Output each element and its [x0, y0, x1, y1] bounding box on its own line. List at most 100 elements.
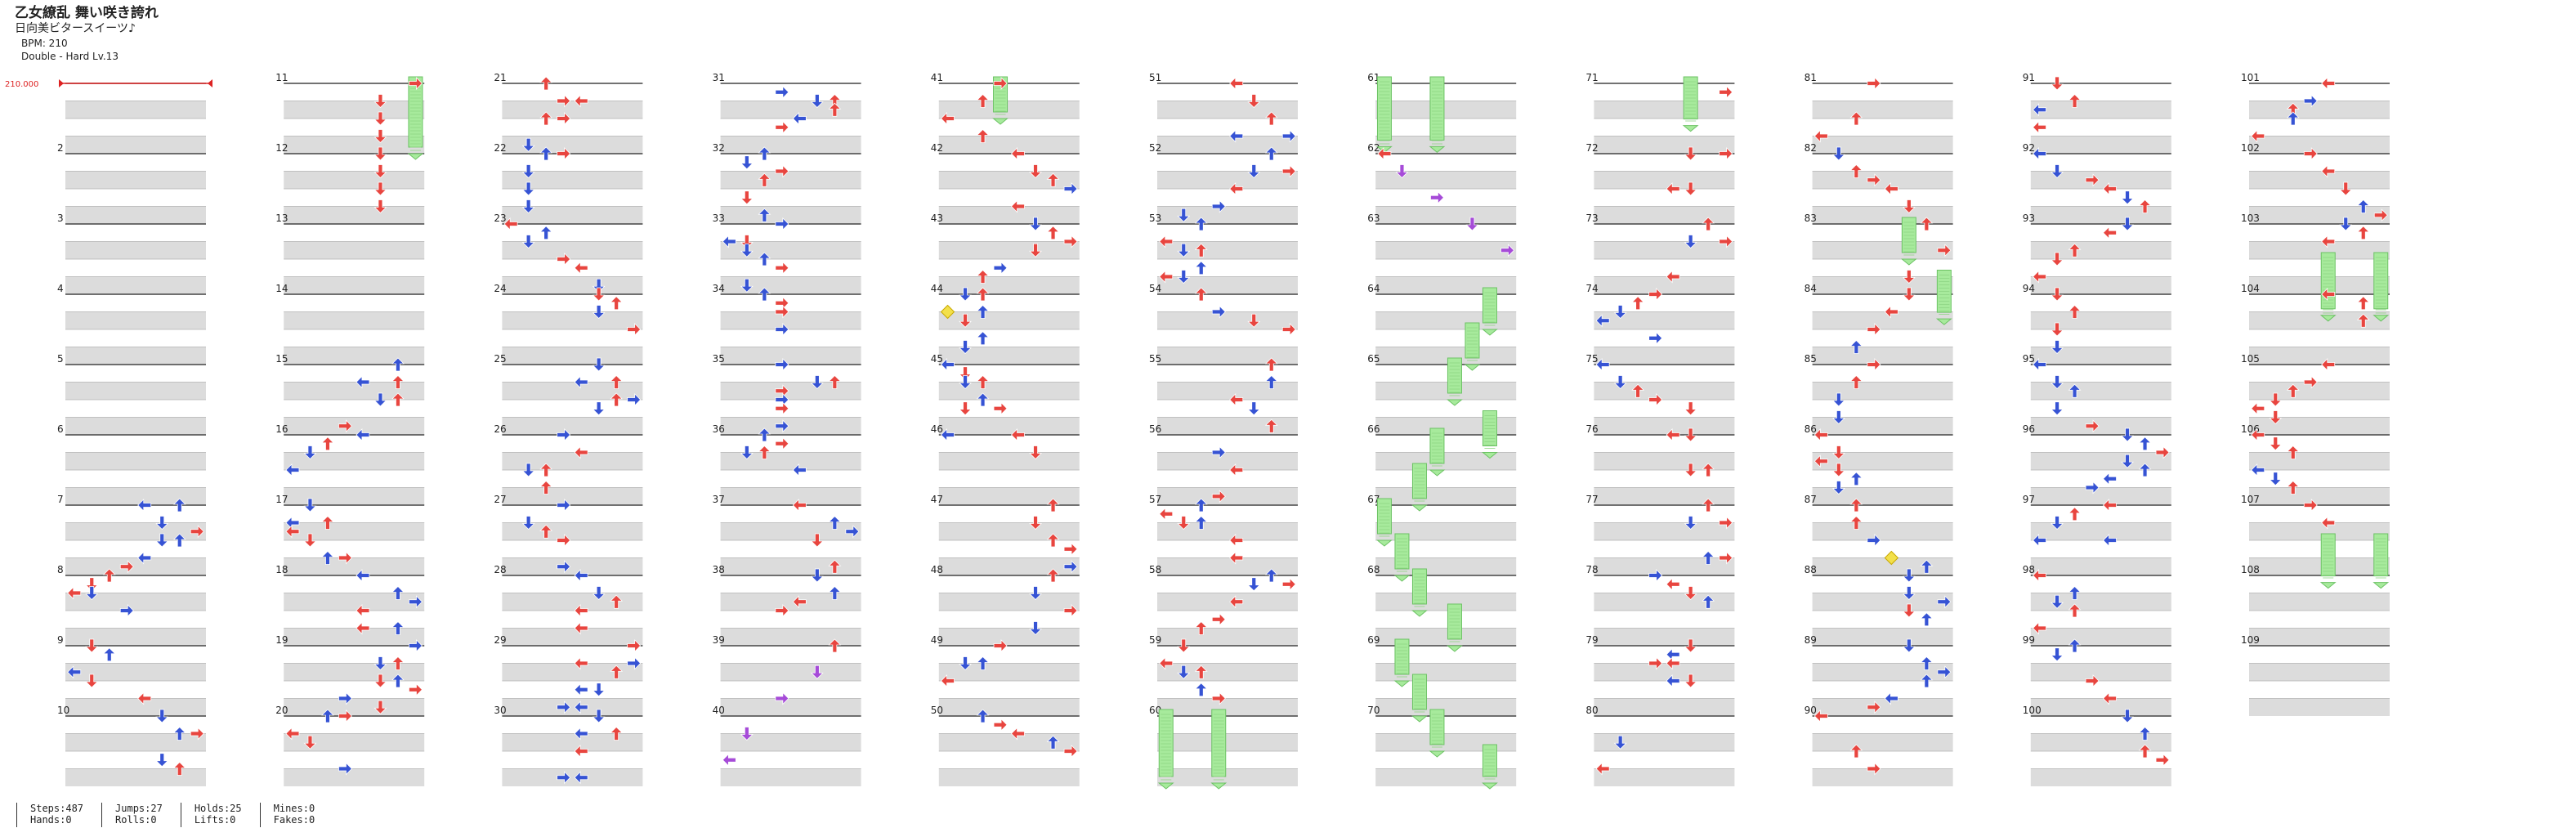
arrow-down-icon	[959, 656, 973, 671]
beat-shade	[938, 136, 1080, 154]
arrow-down-icon	[592, 401, 606, 416]
arrow-right-icon	[409, 683, 423, 696]
arrow-down-icon	[2121, 217, 2135, 231]
arrow-right-icon	[557, 499, 571, 512]
beat-shade	[284, 452, 425, 470]
arrow-left-icon	[1595, 314, 1610, 328]
arrow-left-icon	[1666, 577, 1680, 591]
beat-shade	[2249, 206, 2390, 224]
hold-body	[1465, 322, 1480, 359]
beat-shade	[502, 417, 643, 435]
arrow-right-icon	[1867, 173, 1881, 187]
beat-shade	[284, 663, 425, 681]
beat-shade	[720, 136, 861, 154]
measure-number: 81	[1805, 72, 1817, 83]
arrow-right-icon	[775, 323, 789, 336]
beat-shade	[502, 628, 643, 646]
arrow-up-icon	[2138, 199, 2152, 213]
arrow-right-icon	[1719, 516, 1733, 530]
beat-shade	[1594, 347, 1735, 365]
hold-note	[1429, 76, 1446, 154]
arrow-down-icon	[373, 199, 387, 214]
arrow-left-icon	[1666, 270, 1680, 284]
arrow-up-icon	[1702, 498, 1715, 512]
arrow-down-icon	[85, 674, 99, 688]
beat-shade	[502, 557, 643, 575]
arrow-down-icon	[2051, 401, 2064, 416]
arrow-down-icon	[521, 463, 535, 477]
arrow-up-icon	[758, 252, 771, 266]
arrow-right-icon	[557, 428, 571, 441]
arrow-up-icon	[1046, 226, 1060, 240]
arrow-right-icon	[775, 358, 789, 371]
beat-shade	[1594, 628, 1735, 646]
beat-shade	[1594, 311, 1735, 329]
arrow-right-icon	[1867, 323, 1881, 336]
arrow-up-icon	[1920, 674, 1934, 688]
measure-number: 50	[931, 705, 943, 716]
measure-number: 58	[1149, 564, 1161, 575]
arrow-up-icon	[539, 480, 553, 495]
hold-body	[1429, 427, 1445, 464]
beat-shade	[1594, 557, 1735, 575]
arrow-up-icon	[610, 296, 624, 311]
arrow-down-icon	[592, 586, 606, 601]
beat-shade	[65, 663, 206, 681]
arrow-left-icon	[137, 499, 152, 512]
arrow-up-icon	[2138, 463, 2152, 477]
measure-number: 49	[931, 634, 943, 646]
beat-shade	[1594, 733, 1735, 751]
beat-shade	[65, 593, 206, 611]
arrow-left-icon	[940, 428, 955, 441]
beat-shade	[1594, 206, 1735, 224]
measure-number: 34	[713, 283, 725, 294]
beat-shade	[1812, 311, 1953, 329]
arrow-right-icon	[993, 77, 1008, 90]
beat-shade	[502, 593, 643, 611]
hold-note	[1682, 76, 1699, 132]
arrow-right-icon	[557, 534, 571, 547]
arrow-left-icon	[2251, 401, 2265, 415]
arrow-up-icon	[758, 427, 771, 442]
arrow-down-icon	[373, 656, 387, 671]
arrow-down-icon	[1684, 463, 1697, 477]
arrow-left-icon	[285, 727, 300, 741]
measure-number: 6	[57, 423, 64, 435]
arrow-down-icon	[521, 199, 535, 214]
arrow-right-icon	[1719, 147, 1733, 160]
arrow-left-icon	[137, 551, 152, 565]
measure-number: 78	[1585, 564, 1598, 575]
beat-shade	[284, 557, 425, 575]
arrow-left-icon	[1595, 358, 1610, 371]
stats-group-holds: Holds:25 Lifts:0	[180, 803, 260, 827]
beat-shade	[2030, 733, 2171, 751]
arrow-right-icon	[1648, 656, 1663, 670]
hold-tail	[1376, 145, 1393, 154]
arrow-down-icon	[740, 235, 754, 249]
arrow-left-icon	[2251, 463, 2265, 477]
arrow-down-icon	[373, 164, 387, 179]
beat-shade	[720, 206, 861, 224]
arrow-down-icon	[1177, 270, 1191, 284]
arrow-down-icon	[1247, 577, 1261, 592]
beat-shade	[284, 311, 425, 329]
arrow-left-icon	[574, 604, 588, 617]
arrow-right-icon	[2303, 375, 2318, 389]
bpm-label: BPM: 210	[21, 38, 68, 49]
beat-shade	[65, 417, 206, 435]
arrow-left-icon	[137, 692, 152, 705]
beat-shade	[938, 101, 1080, 119]
beat-shade	[65, 276, 206, 294]
arrow-up-icon	[539, 524, 553, 539]
beat-shade	[1812, 347, 1953, 365]
arrow-up-icon	[1264, 418, 1278, 433]
arrow-up-icon	[391, 656, 405, 670]
beat-shade	[1812, 487, 1953, 505]
arrow-up-icon	[391, 620, 405, 635]
beat-shade	[1375, 136, 1517, 154]
beat-shade	[938, 417, 1080, 435]
arrow-down-icon	[1902, 568, 1916, 583]
arrow-left-icon	[2321, 516, 2336, 530]
arrow-right-icon	[1281, 577, 1296, 591]
arrow-right-icon	[775, 261, 789, 275]
